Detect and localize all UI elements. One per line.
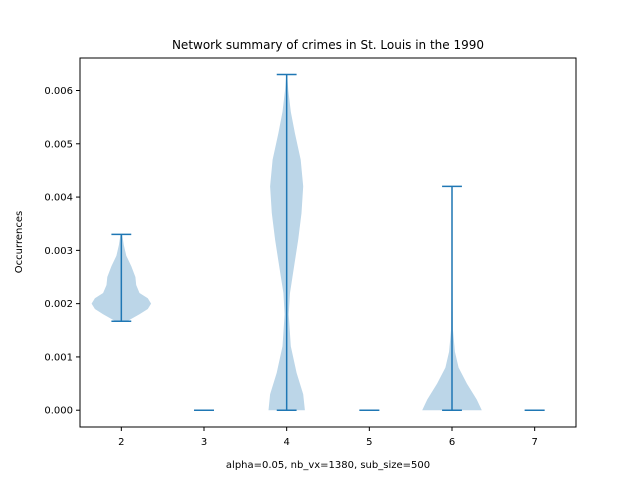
y-axis-label: Occurrences [14, 211, 25, 273]
x-tick-label: 4 [283, 437, 289, 448]
y-tick-label: 0.002 [44, 299, 73, 310]
x-tick-label: 7 [531, 437, 537, 448]
chart-title: Network summary of crimes in St. Louis i… [172, 38, 484, 52]
violin-4 [268, 73, 305, 411]
y-tick-label: 0.006 [44, 86, 73, 97]
plot-area [91, 73, 545, 411]
x-tick-label: 6 [449, 437, 455, 448]
y-tick-label: 0.001 [44, 352, 73, 363]
x-tick-label: 5 [366, 437, 372, 448]
y-tick-label: 0.000 [44, 406, 73, 417]
y-tick-label: 0.003 [44, 246, 73, 257]
axes-frame [79, 57, 577, 428]
y-axis: 0.000 0.001 0.002 0.003 0.004 0.005 0.006 [44, 86, 80, 417]
x-tick-label: 2 [118, 437, 124, 448]
y-tick-label: 0.004 [44, 193, 73, 204]
violin-6 [422, 185, 482, 411]
x-axis-label: alpha=0.05, nb_vx=1380, sub_size=500 [226, 460, 430, 471]
violin-2 [91, 233, 152, 322]
x-axis: 2 3 4 5 6 7 [118, 427, 538, 448]
y-tick-label: 0.005 [44, 139, 73, 150]
x-tick-label: 3 [201, 437, 207, 448]
